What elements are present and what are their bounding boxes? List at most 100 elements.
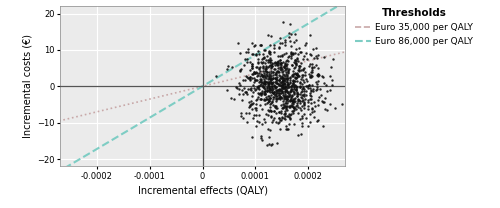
Point — [264, 72, 272, 76]
Point — [286, 105, 294, 109]
Point — [298, 75, 306, 78]
Point — [302, 93, 310, 97]
Point — [294, 59, 302, 63]
Point — [258, 107, 266, 110]
Point — [279, 78, 287, 81]
Point — [280, 38, 288, 42]
Point — [286, 22, 294, 25]
Point — [252, 108, 260, 111]
Point — [301, 73, 309, 77]
Point — [300, 54, 308, 57]
Point — [290, 86, 298, 89]
Point — [312, 54, 320, 58]
Point — [271, 72, 279, 76]
Point — [228, 66, 236, 69]
Point — [306, 121, 314, 124]
Point — [306, 83, 314, 86]
Point — [276, 61, 284, 64]
Point — [283, 76, 291, 80]
Point — [259, 69, 267, 73]
Point — [299, 57, 307, 61]
Point — [290, 98, 298, 101]
Point — [298, 96, 306, 99]
Point — [266, 90, 274, 93]
Point — [248, 101, 256, 104]
Point — [278, 90, 286, 94]
Point — [291, 96, 299, 100]
Point — [284, 98, 292, 101]
Point — [256, 72, 264, 75]
Point — [286, 57, 294, 60]
Point — [288, 45, 296, 48]
Point — [308, 67, 316, 70]
Point — [247, 88, 255, 92]
Point — [270, 84, 278, 87]
Point — [274, 62, 281, 66]
Point — [294, 98, 302, 101]
Point — [261, 82, 269, 86]
Point — [292, 86, 300, 89]
Point — [305, 83, 313, 87]
Point — [282, 94, 290, 98]
Point — [283, 114, 291, 118]
Point — [290, 106, 298, 109]
Point — [278, 83, 285, 87]
Point — [252, 107, 260, 110]
Point — [300, 103, 308, 107]
Point — [260, 81, 268, 84]
Point — [277, 84, 285, 88]
Point — [298, 74, 306, 77]
Point — [276, 78, 283, 82]
Point — [286, 99, 294, 102]
Point — [276, 78, 283, 82]
Point — [270, 43, 278, 46]
Point — [248, 72, 256, 76]
Point — [281, 89, 289, 92]
Point — [271, 76, 279, 79]
Point — [239, 78, 247, 82]
Point — [300, 102, 308, 106]
Point — [276, 89, 284, 92]
Point — [318, 74, 326, 77]
Point — [256, 98, 264, 101]
Point — [266, 76, 274, 79]
Point — [288, 82, 296, 85]
Point — [314, 73, 322, 77]
Point — [273, 142, 281, 145]
Point — [302, 116, 310, 120]
Point — [264, 73, 272, 77]
Point — [267, 69, 275, 73]
Point — [266, 60, 274, 63]
Point — [290, 67, 298, 70]
Point — [264, 94, 272, 97]
Point — [320, 82, 328, 85]
Point — [290, 82, 298, 85]
Point — [281, 102, 289, 105]
Point — [289, 100, 297, 104]
Point — [330, 57, 338, 61]
Point — [230, 97, 238, 100]
Point — [300, 106, 308, 110]
Point — [280, 94, 288, 97]
Point — [235, 81, 243, 84]
Point — [270, 95, 278, 99]
Point — [274, 54, 282, 58]
Point — [272, 77, 280, 80]
Point — [306, 88, 314, 91]
Point — [308, 75, 316, 78]
Point — [282, 125, 290, 128]
Point — [277, 88, 285, 92]
Point — [299, 85, 307, 88]
Point — [298, 114, 306, 117]
Point — [261, 79, 269, 82]
Point — [265, 58, 273, 62]
Point — [277, 61, 285, 65]
Point — [256, 83, 264, 87]
Point — [281, 79, 289, 83]
Point — [270, 91, 278, 94]
Point — [282, 72, 290, 75]
Point — [283, 108, 291, 111]
Point — [249, 91, 257, 94]
Point — [251, 71, 259, 74]
Point — [273, 81, 281, 84]
